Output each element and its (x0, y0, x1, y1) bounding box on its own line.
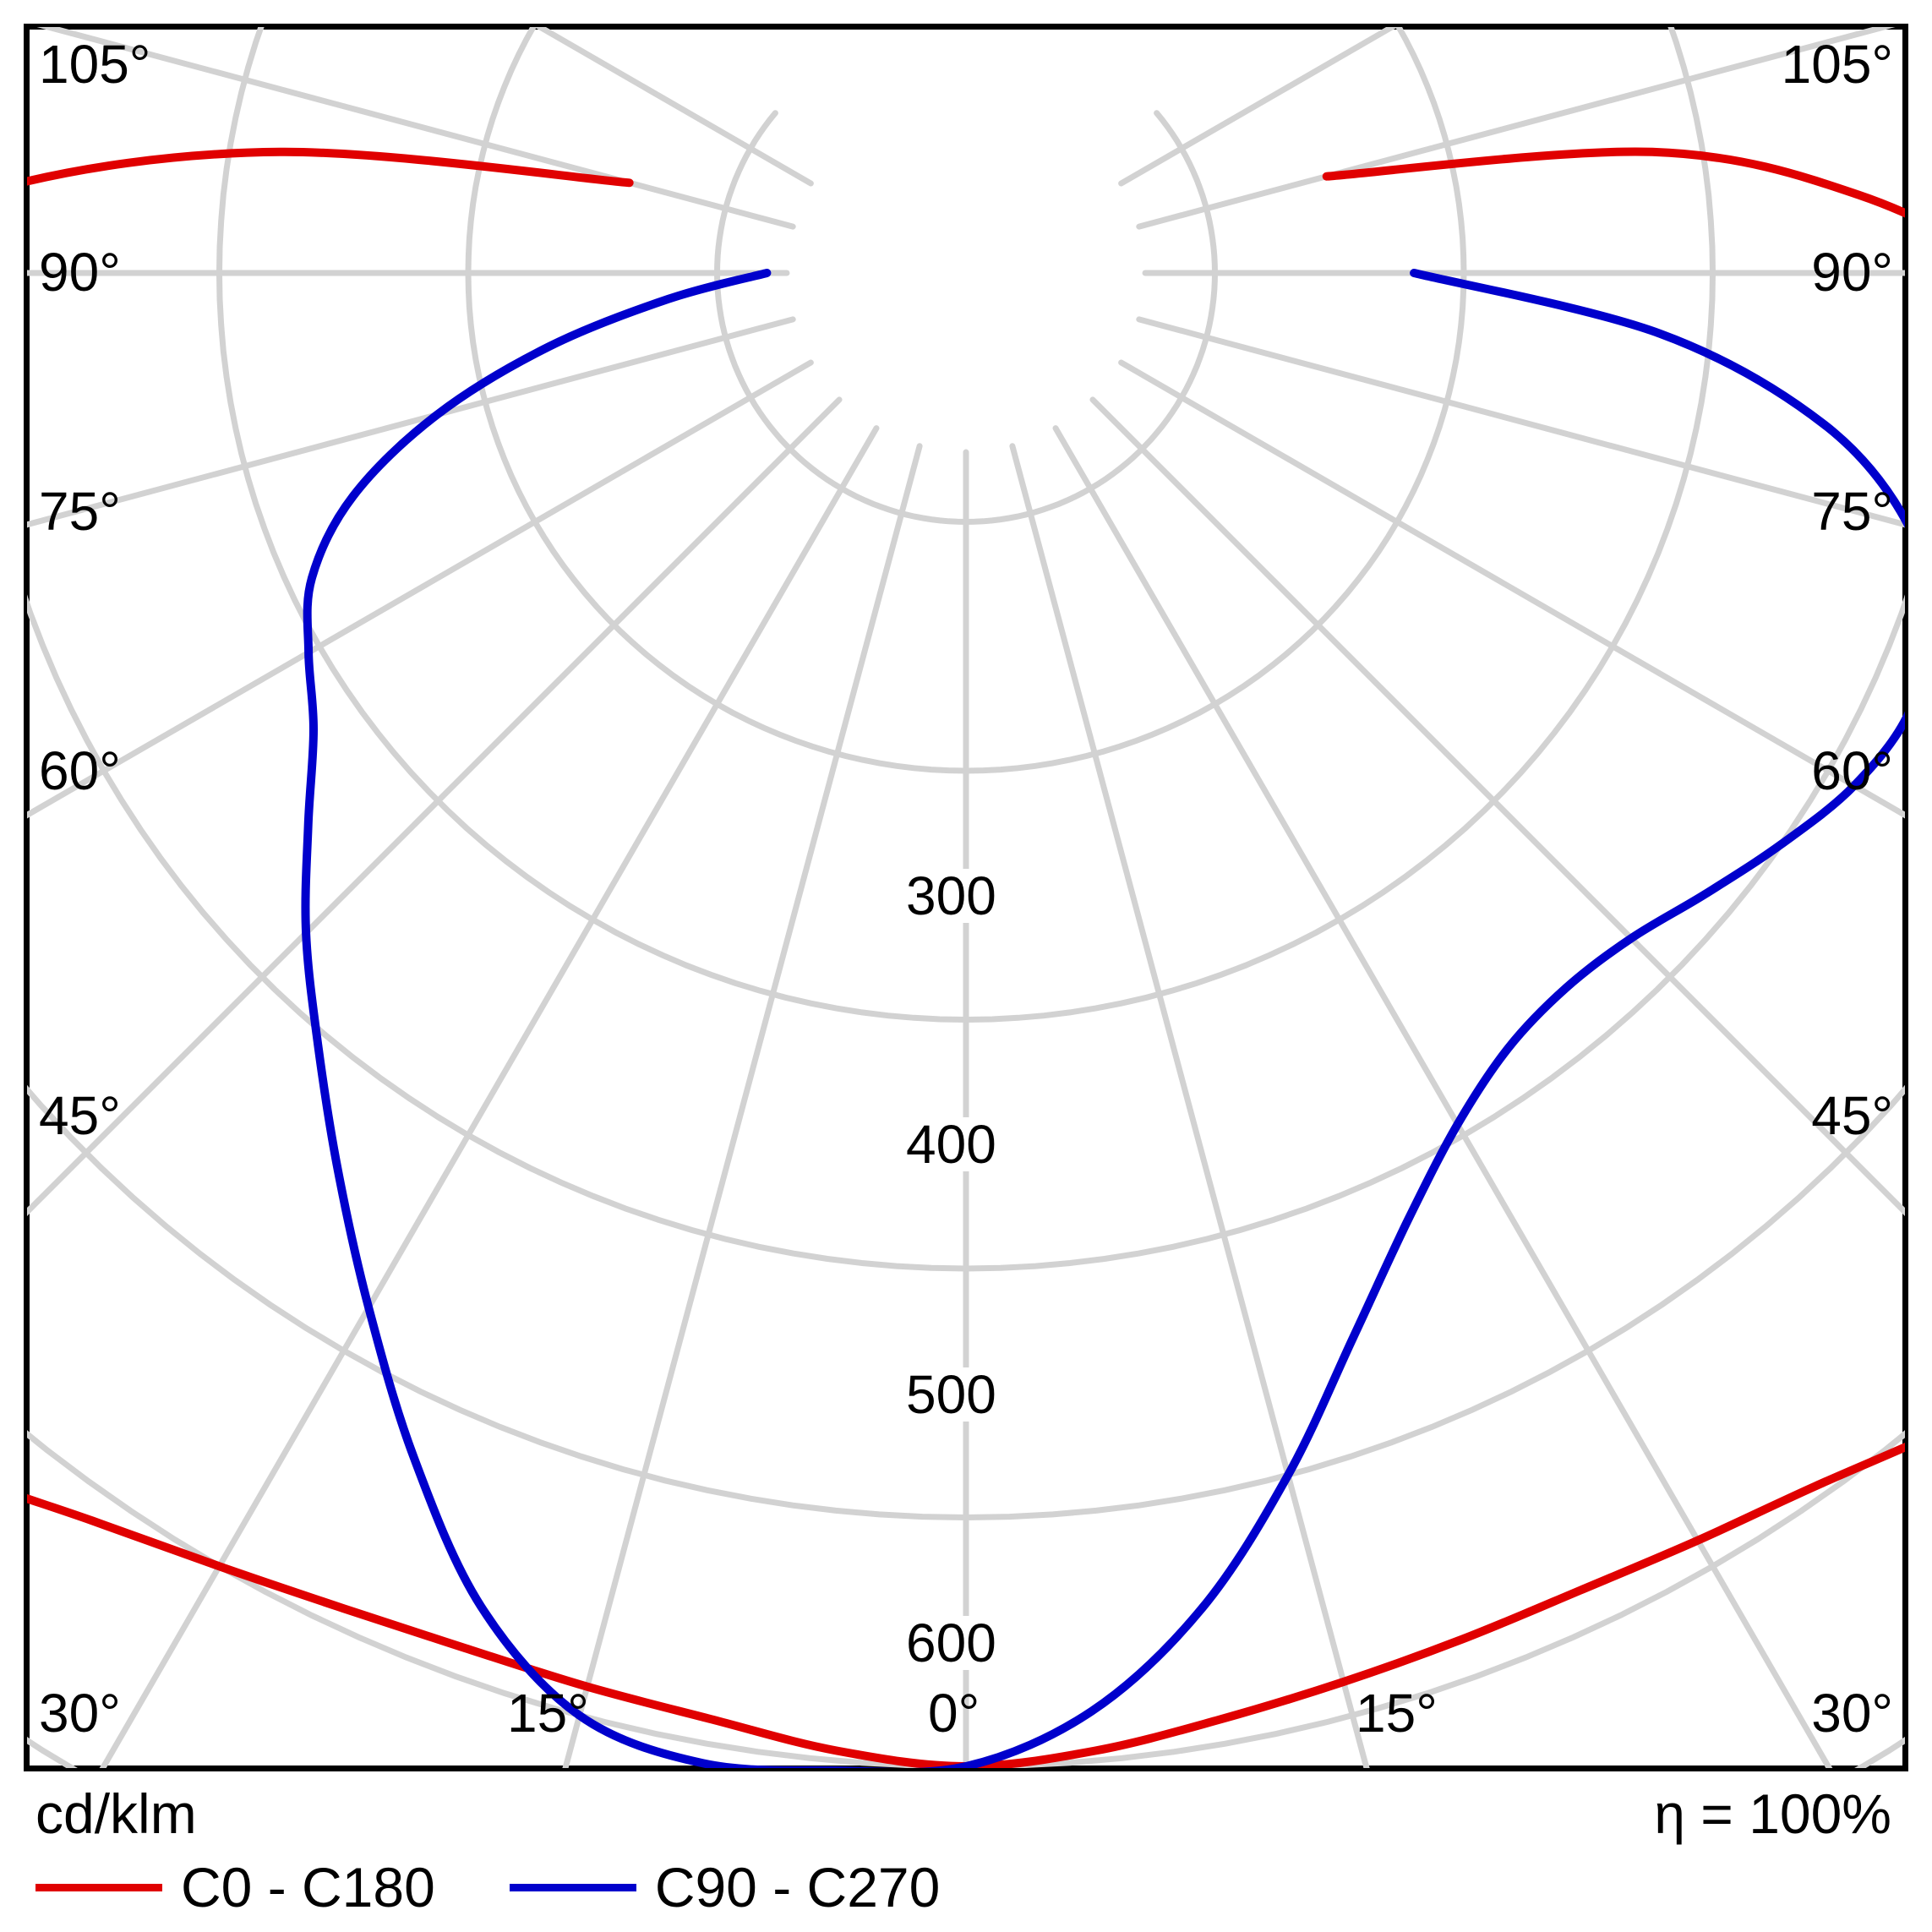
angle-tick-label-right-2: 75° (1811, 481, 1893, 542)
legend-swatch-c0-c180 (35, 1883, 162, 1891)
angle-tick-label-left-3: 60° (39, 740, 121, 801)
series-curve-c90-c270 (301, 269, 1905, 1768)
legend-label-c0-c180: C0 - C180 (181, 1856, 435, 1918)
chart-legend: cd/klm η = 100% C0 - C180 C90 - C270 (0, 1771, 1932, 1932)
efficiency-label: η = 100% (1654, 1782, 1891, 1845)
angle-tick-label-bottom-1: 0° (928, 1683, 980, 1744)
angle-tick-label-left-5: 30° (39, 1683, 121, 1744)
angle-tick-label-bottom-0: 15° (507, 1683, 589, 1744)
angle-tick-label-right-0: 105° (1781, 34, 1893, 95)
legend-entries: C0 - C180 C90 - C270 (35, 1859, 1014, 1915)
radial-tick-label-300: 300 (898, 869, 1005, 923)
unit-label: cd/klm (35, 1782, 197, 1845)
angle-tick-label-bottom-2: 15° (1356, 1683, 1438, 1744)
angle-tick-label-left-1: 90° (39, 242, 121, 303)
angle-tick-label-left-2: 75° (39, 481, 121, 542)
distribution-curves (27, 147, 1905, 1768)
angle-tick-label-right-1: 90° (1811, 242, 1893, 303)
legend-swatch-c90-c270 (509, 1883, 636, 1891)
radial-tick-label-600: 600 (898, 1616, 1005, 1670)
radial-tick-label-400: 400 (898, 1117, 1005, 1171)
angle-tick-label-left-4: 45° (39, 1085, 121, 1146)
radial-tick-label-500: 500 (898, 1367, 1005, 1422)
plot-frame (24, 24, 1908, 1771)
angle-tick-label-right-3: 60° (1811, 740, 1893, 801)
angle-tick-label-left-0: 105° (39, 34, 151, 95)
angle-tick-label-right-5: 30° (1811, 1683, 1893, 1744)
angle-tick-label-right-4: 45° (1811, 1085, 1893, 1146)
legend-label-c90-c270: C90 - C270 (654, 1856, 941, 1918)
